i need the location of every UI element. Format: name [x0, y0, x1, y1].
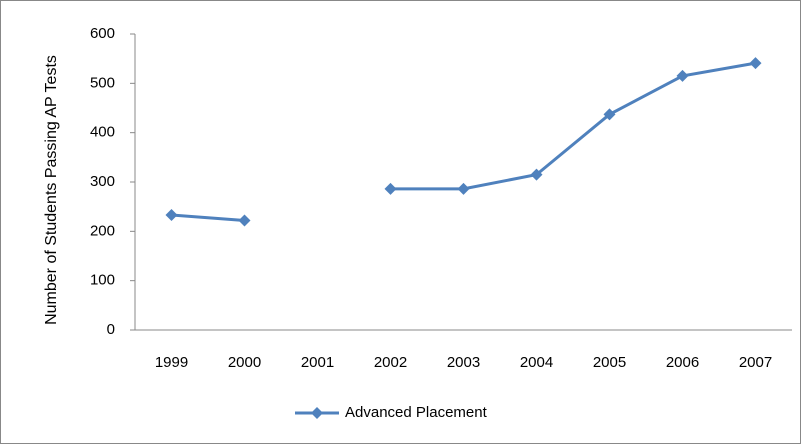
point-marker [603, 108, 616, 121]
point-marker [457, 182, 470, 195]
y-tick-label: 200 [90, 222, 115, 239]
y-tick-label: 100 [90, 272, 115, 289]
y-axis-title: Number of Students Passing AP Tests [43, 55, 60, 325]
y-tick-label: 0 [107, 321, 115, 338]
legend-label: Advanced Placement [345, 404, 488, 421]
y-tick-label: 300 [90, 173, 115, 190]
y-tick-label: 400 [90, 124, 115, 141]
x-tick-label: 2005 [593, 354, 626, 371]
point-marker [676, 69, 689, 82]
x-tick-label: 2002 [374, 354, 407, 371]
x-tick-label: 1999 [155, 354, 188, 371]
legend-marker [311, 407, 323, 419]
series-line [171, 61, 756, 222]
point-marker [530, 168, 543, 181]
y-tick-label: 500 [90, 74, 115, 91]
x-tick-label: 2007 [739, 354, 772, 371]
y-tick-label: 600 [90, 25, 115, 42]
point-marker [238, 214, 251, 227]
x-tick-label: 2001 [301, 354, 334, 371]
point-marker [749, 57, 762, 70]
x-tick-label: 2000 [228, 354, 261, 371]
x-tick-label: 2006 [666, 354, 699, 371]
point-marker [165, 209, 178, 222]
point-marker [384, 182, 397, 195]
x-tick-label: 2003 [447, 354, 480, 371]
x-tick-label: 2004 [520, 354, 553, 371]
